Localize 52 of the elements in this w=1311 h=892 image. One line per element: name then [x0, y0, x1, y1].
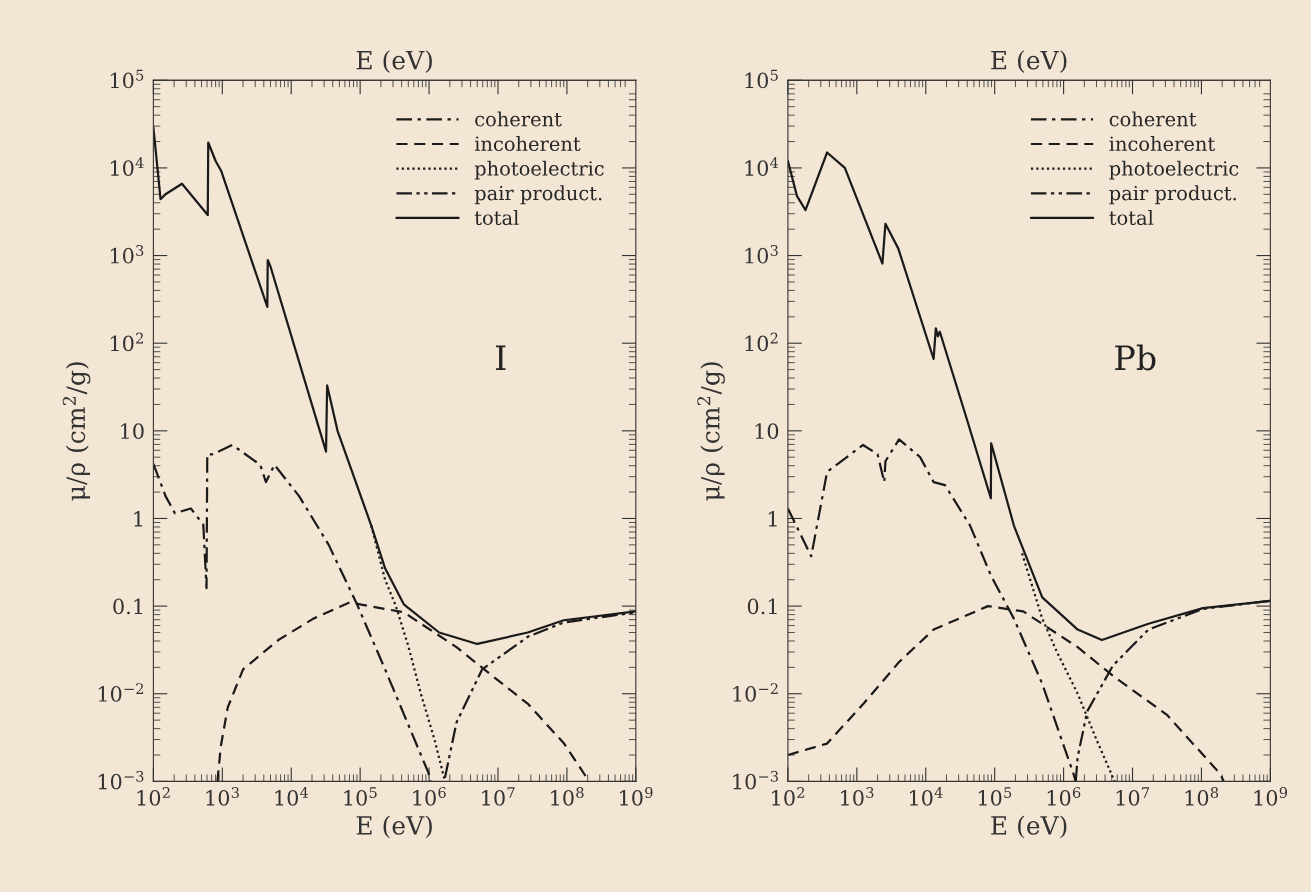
- x-tick-label: 10$^{2}$: [137, 787, 170, 806]
- y-tick-label: 0.1: [113, 598, 143, 615]
- x-tick-label: 10$^{2}$: [772, 787, 805, 806]
- y-tick-label: 10: [121, 423, 144, 440]
- y-axis-title: μ/ρ (cm$^{2}$/g): [697, 362, 725, 501]
- y-axis-title: μ/ρ (cm$^{2}$/g): [62, 362, 91, 501]
- x-axis-title: E (eV): [356, 815, 432, 839]
- x-tick-label: 10$^{6}$: [413, 787, 446, 806]
- annotation: I: [496, 345, 506, 370]
- x-tick-label: 10$^{7}$: [1116, 787, 1150, 806]
- x-tick-label: 10$^{5}$: [978, 787, 1012, 806]
- x-tick-label: 10$^{4}$: [909, 787, 943, 806]
- x-tick-label: 10$^{3}$: [206, 787, 239, 806]
- y-tick-label: 10$^{−3}$: [733, 770, 778, 790]
- y-tick-label: 10$^{2}$: [110, 332, 143, 352]
- legend-label: photoelectric: [1109, 160, 1239, 180]
- legend-label: incoherent: [1109, 136, 1216, 152]
- x-axis-title: E (eV): [991, 815, 1067, 839]
- x-tick-label: 10$^{7}$: [482, 787, 515, 806]
- y-tick-label: 10$^{4}$: [745, 157, 779, 176]
- y-tick-label: 10: [755, 423, 779, 440]
- x-tick-label: 10$^{4}$: [275, 787, 309, 806]
- y-tick-label: 10$^{5}$: [745, 69, 778, 89]
- x2-axis-title: E (eV): [991, 50, 1067, 74]
- legend-label: total: [474, 210, 519, 226]
- x-tick-label: 10$^{3}$: [841, 787, 874, 806]
- legend-label: coherent: [1109, 111, 1197, 127]
- x-tick-label: 10$^{6}$: [1047, 787, 1081, 806]
- x-tick-label: 10$^{9}$: [1254, 787, 1288, 806]
- x2-axis-title: E (eV): [356, 50, 432, 74]
- y-tick-label: 0.1: [747, 598, 777, 615]
- y-tick-label: 10$^{5}$: [110, 69, 144, 89]
- x-tick-label: 10$^{9}$: [620, 787, 653, 806]
- legend-label: coherent: [475, 111, 562, 127]
- y-tick-label: 10$^{4}$: [110, 157, 144, 176]
- y-tick-label: 10$^{−3}$: [98, 770, 144, 790]
- y-tick-label: 10$^{2}$: [745, 332, 778, 352]
- y-tick-label: 10$^{−2}$: [733, 683, 778, 702]
- legend-label: photoelectric: [474, 160, 604, 180]
- y-tick-label: 10$^{−2}$: [98, 683, 144, 702]
- y-tick-label: 1: [134, 510, 143, 527]
- x-tick-label: 10$^{5}$: [344, 787, 377, 806]
- legend-label: incoherent: [474, 136, 581, 152]
- legend-label: total: [1109, 210, 1154, 226]
- y-tick-label: 1: [768, 510, 777, 527]
- legend-label: pair product.: [1109, 185, 1236, 205]
- legend-label: pair product.: [474, 185, 602, 205]
- y-tick-label: 10$^{3}$: [745, 244, 778, 264]
- y-tick-label: 10$^{3}$: [110, 244, 144, 264]
- x-tick-label: 10$^{8}$: [1185, 787, 1219, 806]
- annotation: Pb: [1115, 344, 1156, 371]
- x-tick-label: 10$^{8}$: [551, 787, 584, 806]
